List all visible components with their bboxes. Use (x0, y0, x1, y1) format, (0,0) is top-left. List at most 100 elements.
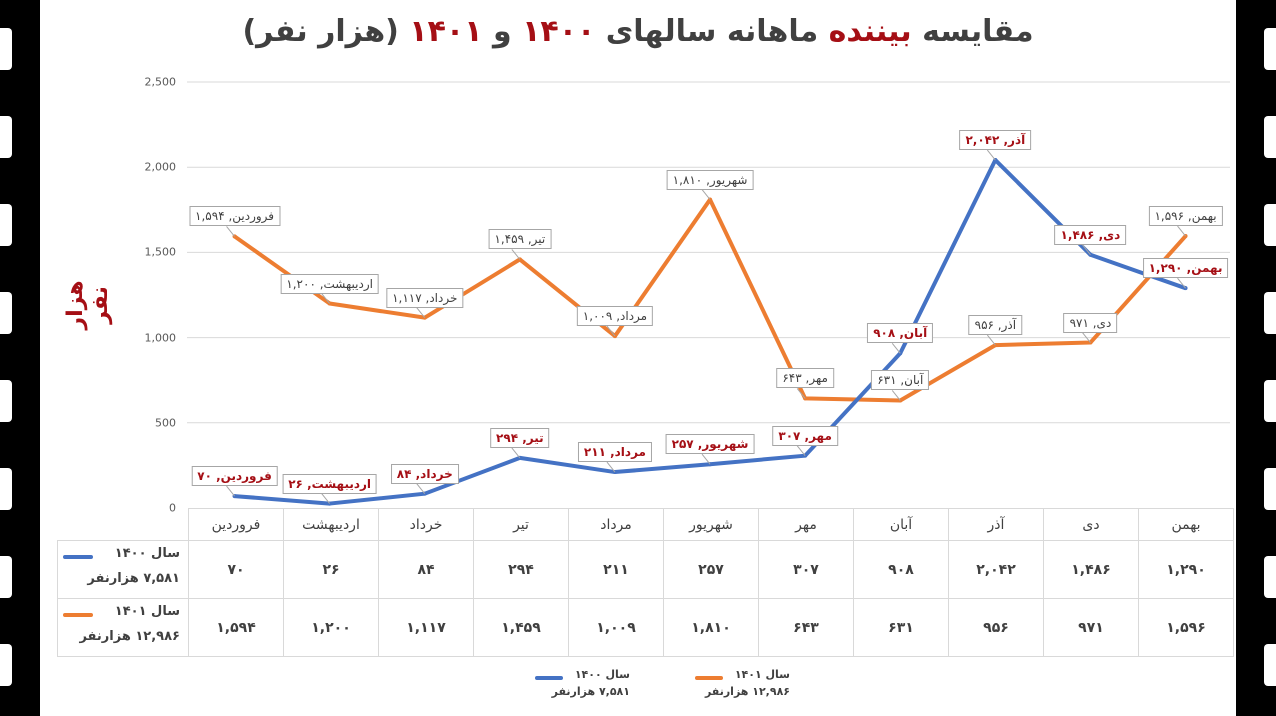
series-swatch (63, 613, 93, 617)
data-label: آبان, ۹۰۸ (867, 323, 934, 344)
film-hole (1264, 292, 1276, 334)
label-leader (891, 342, 901, 354)
table-cell: ۶۴۳ (758, 598, 854, 657)
title-segment: (هزار نفر) (242, 14, 410, 49)
legend-swatch (535, 676, 563, 680)
table-cell: ۱,۱۱۷ (378, 598, 474, 657)
table-header-month: شهریور (663, 508, 759, 541)
legend-swatch (695, 676, 723, 680)
label-leader (701, 189, 711, 200)
table-cell: ۱,۲۰۰ (283, 598, 379, 657)
data-label: بهمن, ۱,۵۹۶ (1148, 206, 1223, 227)
label-leader (1177, 225, 1186, 237)
table-header-month: آذر (948, 508, 1044, 541)
series-name: سال ۱۴۰۰ (114, 546, 180, 561)
table-cell: ۲۵۷ (663, 540, 759, 599)
label-leader (606, 461, 616, 473)
film-hole (0, 292, 12, 334)
film-hole (1264, 116, 1276, 158)
table-cell: ۲۱۱ (568, 540, 664, 599)
label-leader (796, 445, 806, 456)
table-cell: ۱,۵۹۶ (1138, 598, 1234, 657)
film-hole (0, 28, 12, 70)
table-cell: ۹۰۸ (853, 540, 949, 599)
label-leader (606, 325, 616, 337)
film-hole (0, 380, 12, 422)
table-header-month: بهمن (1138, 508, 1234, 541)
film-hole (1264, 28, 1276, 70)
table-header-month: دی (1043, 508, 1139, 541)
table-header-month: مرداد (568, 508, 664, 541)
film-hole (0, 204, 12, 246)
film-hole (0, 468, 12, 510)
table-row: سال ۱۴۰۰ ۷,۵۸۱ هزارنفر ۷۰ ۲۶ ۸۴ ۲۹۴ ۲۱۱ ۲۵۷ ۳۰۷ ۹… (57, 540, 1234, 599)
data-label: آذر, ۹۵۶ (968, 315, 1023, 336)
table-cell: ۱,۵۹۴ (188, 598, 284, 657)
table-cell: ۷۰ (188, 540, 284, 599)
data-label: مهر, ۶۴۳ (776, 368, 834, 389)
legend-key: سال ۱۴۰۰ ۷,۵۸۱ هزارنفر (57, 540, 189, 599)
film-hole (0, 644, 12, 686)
film-hole (1264, 644, 1276, 686)
table-header-month: آبان (853, 508, 949, 541)
table-header-month: تیر (473, 508, 569, 541)
y-tick-label: 2,500 (144, 75, 177, 89)
label-leader (891, 390, 901, 401)
film-hole (1264, 380, 1276, 422)
data-label: اردیبهشت, ۱,۲۰۰ (280, 273, 379, 294)
title-segment: ۱۴۰۰ (522, 14, 596, 49)
data-label: بهمن, ۱,۲۹۰ (1142, 258, 1229, 279)
title-segment: مقایسه (911, 14, 1034, 49)
series-total: ۱۲,۹۸۶ هزارنفر (79, 629, 180, 644)
data-label: مرداد, ۲۱۱ (577, 442, 652, 463)
label-leader (986, 149, 996, 161)
table-cell: ۲۹۴ (473, 540, 569, 599)
y-tick-label: 500 (155, 416, 176, 430)
data-label: دی, ۹۷۱ (1063, 312, 1118, 333)
data-label: تیر, ۲۹۴ (490, 427, 550, 448)
data-label: خرداد, ۱,۱۱۷ (386, 287, 464, 308)
label-leader (416, 483, 426, 494)
title-segment: و (482, 14, 523, 49)
film-strip-right (1236, 0, 1276, 716)
y-tick-label: 0 (169, 501, 176, 515)
table-cell: ۱,۴۵۹ (473, 598, 569, 657)
legend-name: سال ۱۴۰۱ (734, 668, 790, 681)
legend-name: سال ۱۴۰۰ (574, 668, 630, 681)
title-segment: بیننده (828, 14, 912, 49)
data-label: آذر, ۲,۰۴۲ (959, 130, 1032, 151)
data-label: تیر, ۱,۴۵۹ (488, 229, 552, 250)
film-hole (1264, 556, 1276, 598)
label-leader (701, 453, 711, 465)
label-leader (416, 307, 426, 318)
data-label: دی, ۱,۴۸۶ (1054, 224, 1127, 245)
label-leader (1177, 277, 1186, 289)
title-segment: ماهانه سالهای (595, 14, 829, 49)
film-hole (1264, 204, 1276, 246)
table-header-month: مهر (758, 508, 854, 541)
y-tick-label: 2,000 (144, 160, 177, 174)
table-cell: ۲,۰۴۲ (948, 540, 1044, 599)
series-line-1 (233, 197, 1188, 403)
y-tick-label: 1,500 (144, 245, 177, 259)
series-swatch (63, 555, 93, 559)
label-leader (226, 226, 235, 237)
table-cell: ۱,۸۱۰ (663, 598, 759, 657)
series-name: سال ۱۴۰۱ (114, 604, 180, 619)
table-corner (57, 508, 189, 541)
table-cell: ۱,۰۰۹ (568, 598, 664, 657)
legend-key: سال ۱۴۰۱ ۱۲,۹۸۶ هزارنفر (57, 598, 189, 657)
table-cell: ۹۷۱ (1043, 598, 1139, 657)
table-cell: ۶۳۱ (853, 598, 949, 657)
film-hole (0, 556, 12, 598)
label-leader (511, 249, 521, 260)
table-header-month: اردیبهشت (283, 508, 379, 541)
label-leader (796, 388, 806, 399)
title-segment: ۱۴۰۱ (409, 14, 483, 49)
legend-item: سال ۱۴۰۰ ۷,۵۸۱ هزارنفر (530, 668, 670, 698)
label-leader (321, 493, 331, 504)
data-label: آبان, ۶۳۱ (871, 370, 930, 391)
label-leader (321, 293, 331, 304)
legend-total: ۱۲,۹۸۶ هزارنفر (704, 685, 790, 698)
